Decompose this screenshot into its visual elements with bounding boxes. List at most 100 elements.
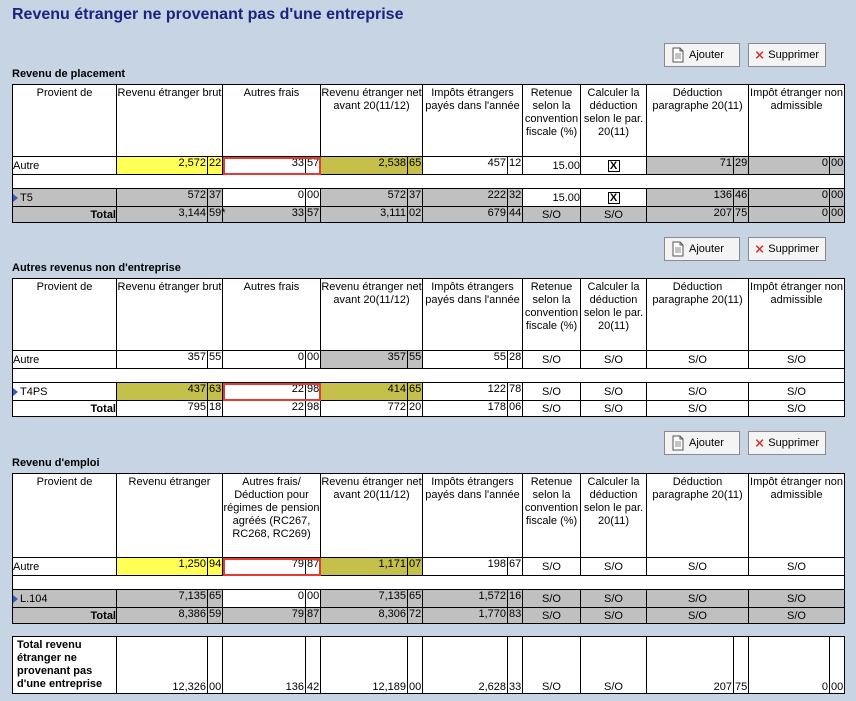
frais-total: 79 87 (222, 607, 321, 624)
brut-cell[interactable]: 1,250 94 (116, 557, 223, 576)
impots-total: 679 44 (422, 206, 523, 223)
total-label: Total (12, 607, 117, 624)
non-admissible-total: S/O (748, 607, 845, 624)
brut-cell: 437 63 (116, 382, 223, 401)
section-title-autres: Autres revenus non d'entreprise (12, 262, 181, 274)
non-admissible-total: 0 00 (748, 206, 845, 223)
delete-x-icon (755, 439, 764, 447)
brut-cell[interactable]: 2,572 22 (116, 156, 223, 175)
impots-cell[interactable]: 198 67 (422, 557, 523, 576)
calc-total: S/O (580, 607, 647, 624)
deduction-total: S/O (646, 400, 749, 417)
retenue-total: S/O (522, 400, 581, 417)
total-row: Total 8,386 59 79 87 8,306 72 1,770 83 S/O S… (12, 607, 845, 624)
frais-cell[interactable]: 33 57 (222, 156, 321, 175)
delete-button[interactable]: Supprimer (748, 43, 826, 67)
net-total: 8,306 72 (320, 607, 423, 624)
grand-total-row: Total revenu étranger ne provenant pas d… (12, 636, 845, 694)
delete-button-label: Supprimer (768, 437, 819, 449)
col-header-calculer: Calculer la déduction selon le par. 20(1… (580, 473, 647, 558)
autres-table: Provient de Revenu étranger brut Autres … (12, 278, 845, 417)
col-header-frais: Autres frais (222, 84, 321, 157)
calc-checkbox[interactable]: X (580, 156, 647, 175)
col-header-provient: Provient de (12, 473, 117, 558)
frais-cell[interactable]: 0 00 (222, 350, 321, 369)
section-title-placement: Revenu de placement (12, 68, 126, 80)
col-header-retenue: Retenue selon la convention fiscale (%) (522, 278, 581, 351)
total-row: Total 795 18 22 98 772 20 178 06 S/O S/O S/O… (12, 400, 845, 417)
impots-total: 1,770 83 (422, 607, 523, 624)
table-row[interactable]: Autre 357 55 0 00 357 55 55 28 S/O S/O S/O S… (12, 350, 845, 369)
section-title-emploi: Revenu d'emploi (12, 457, 100, 469)
placement-table: Provient de Revenu étranger brut Autres … (12, 84, 845, 223)
non-admissible-cell: S/O (748, 350, 845, 369)
brut-cell: 572 37 (116, 188, 223, 207)
col-header-net: Revenu étranger net avant 20(11/12) (320, 278, 423, 351)
add-button[interactable]: Ajouter (664, 431, 740, 455)
col-header-deduction: Déduction paragraphe 20(11) (646, 84, 749, 157)
col-header-calculer: Calculer la déduction selon le par. 20(1… (580, 84, 647, 157)
frais-total: 22 98 (222, 400, 321, 417)
frais-cell[interactable]: 22 98 (222, 382, 321, 401)
brut-total: 8,386 59 (116, 607, 223, 624)
non-admissible-cell: 0 00 (748, 156, 845, 175)
total-row: Total 3,144 59* 33 57 3,111 02 679 44 S/O S/… (12, 206, 845, 223)
delete-button[interactable]: Supprimer (748, 237, 826, 261)
frais-total: 33 57 (222, 206, 321, 223)
non-admissible-total: S/O (748, 400, 845, 417)
table-row[interactable]: T4PS 437 63 22 98 414 65 122 78 S/O S/O S/O … (12, 382, 845, 401)
grand-total-label: Total revenu étranger ne provenant pas d… (12, 636, 117, 694)
grand-non-admissible: 0 00 (748, 636, 845, 694)
retenue-cell[interactable]: 15.00 (522, 156, 581, 175)
row-marker-icon (13, 193, 18, 202)
impots-total: 178 06 (422, 400, 523, 417)
grand-frais: 136 42 (222, 636, 321, 694)
add-document-icon (672, 435, 684, 451)
col-header-deduction: Déduction paragraphe 20(11) (646, 278, 749, 351)
brut-total: 3,144 59* (116, 206, 226, 223)
add-button-label: Ajouter (689, 437, 724, 449)
retenue-cell[interactable]: 15.00 (522, 188, 581, 207)
delete-x-icon (755, 245, 764, 253)
add-button[interactable]: Ajouter (664, 237, 740, 261)
net-cell: 2,538 65 (320, 156, 423, 175)
calc-cell: S/O (580, 557, 647, 576)
deduction-cell: 71 29 (646, 156, 749, 175)
frais-cell[interactable]: 0 00 (222, 188, 321, 207)
emploi-table: Provient de Revenu étranger Autres frais… (12, 473, 845, 624)
table-row[interactable]: Autre 2,572 22 33 57 2,538 65 457 12 15.00 X… (12, 156, 845, 175)
add-document-icon (672, 47, 684, 63)
table-row[interactable]: T5 572 37 0 00 572 37 222 32 15.00 X 136 46 0… (12, 188, 845, 207)
col-header-provient: Provient de (12, 278, 117, 351)
brut-cell[interactable]: 357 55 (116, 350, 223, 369)
impots-cell[interactable]: 122 78 (422, 382, 523, 401)
add-button[interactable]: Ajouter (664, 43, 740, 67)
frais-cell[interactable]: 0 00 (222, 589, 321, 608)
calc-cell: S/O (580, 350, 647, 369)
non-admissible-cell: 0 00 (748, 188, 845, 207)
row-marker-icon (13, 594, 18, 603)
calc-total: S/O (580, 206, 647, 223)
row-label: Autre (12, 557, 117, 576)
impots-cell[interactable]: 457 12 (422, 156, 523, 175)
net-cell: 1,171 07 (320, 557, 423, 576)
calc-cell: S/O (580, 589, 647, 608)
frais-cell[interactable]: 79 87 (222, 557, 321, 576)
impots-cell[interactable]: 55 28 (422, 350, 523, 369)
grand-total-table: Total revenu étranger ne provenant pas d… (12, 636, 845, 694)
grand-calc: S/O (580, 636, 647, 694)
table-row[interactable]: L.104 7,135 65 0 00 7,135 65 1,572 16 S/O S/… (12, 589, 845, 608)
col-header-deduction: Déduction paragraphe 20(11) (646, 473, 749, 558)
col-header-frais: Autres frais/ Déduction pour régimes de … (222, 473, 321, 558)
net-cell: 572 37 (320, 188, 423, 207)
table-row[interactable]: Autre 1,250 94 79 87 1,171 07 198 67 S/O S/O… (12, 557, 845, 576)
brut-cell: 7,135 65 (116, 589, 223, 608)
calc-checkbox[interactable]: X (580, 188, 647, 207)
delete-button[interactable]: Supprimer (748, 431, 826, 455)
deduction-total: 207 75 (646, 206, 749, 223)
calc-total: S/O (580, 400, 647, 417)
total-label: Total (12, 400, 117, 417)
col-header-calculer: Calculer la déduction selon le par. 20(1… (580, 278, 647, 351)
col-header-non-admissible: Impôt étranger non admissible (748, 278, 845, 351)
row-label: L.104 (12, 589, 117, 608)
